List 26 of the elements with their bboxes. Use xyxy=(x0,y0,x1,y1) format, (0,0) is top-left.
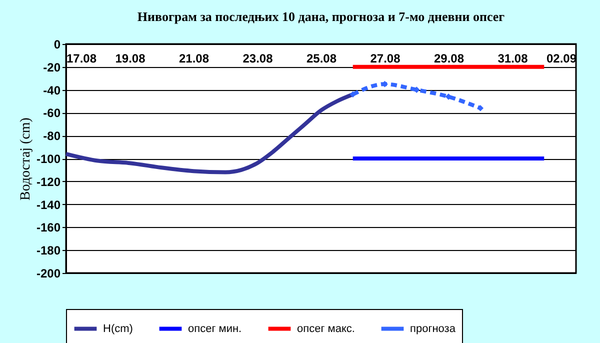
x-tick-label: 29.08 xyxy=(434,52,464,66)
legend-label: опсег мин. xyxy=(188,322,242,335)
x-tick-label: 23.08 xyxy=(242,52,274,66)
y-tick-label: -140 xyxy=(36,198,61,212)
y-tick-label: -40 xyxy=(43,83,61,98)
x-tick-label: 25.08 xyxy=(306,52,337,66)
y-tick-label: -100 xyxy=(36,152,61,166)
x-tick-label: 31.08 xyxy=(498,52,528,66)
x-tick-label: 17.08 xyxy=(66,52,97,66)
y-tick-label: -180 xyxy=(36,244,61,258)
legend-label: опсег макс. xyxy=(297,322,355,335)
y-tick-label: -60 xyxy=(43,106,61,120)
y-tick-label: -20 xyxy=(43,60,61,74)
x-tick-label: 21.08 xyxy=(178,52,210,66)
y-tick-label: 0 xyxy=(54,38,61,52)
chart-title: Нивограм за последњих 10 дана, прогноза и 7-мо дневни опсег xyxy=(137,9,505,24)
x-tick-label: 19.08 xyxy=(115,52,146,66)
x-tick-label: 02.09 xyxy=(546,52,577,66)
y-axis-title: Водостај (cm) xyxy=(18,117,34,200)
y-tick-label: -80 xyxy=(43,129,61,144)
y-tick-label: -120 xyxy=(36,174,61,189)
legend-label: прогноза xyxy=(410,322,456,335)
y-tick-label: -160 xyxy=(36,220,61,235)
y-tick-label: -200 xyxy=(36,266,61,280)
x-tick-label: 27.08 xyxy=(370,52,401,66)
legend-label: H(cm) xyxy=(103,322,133,335)
